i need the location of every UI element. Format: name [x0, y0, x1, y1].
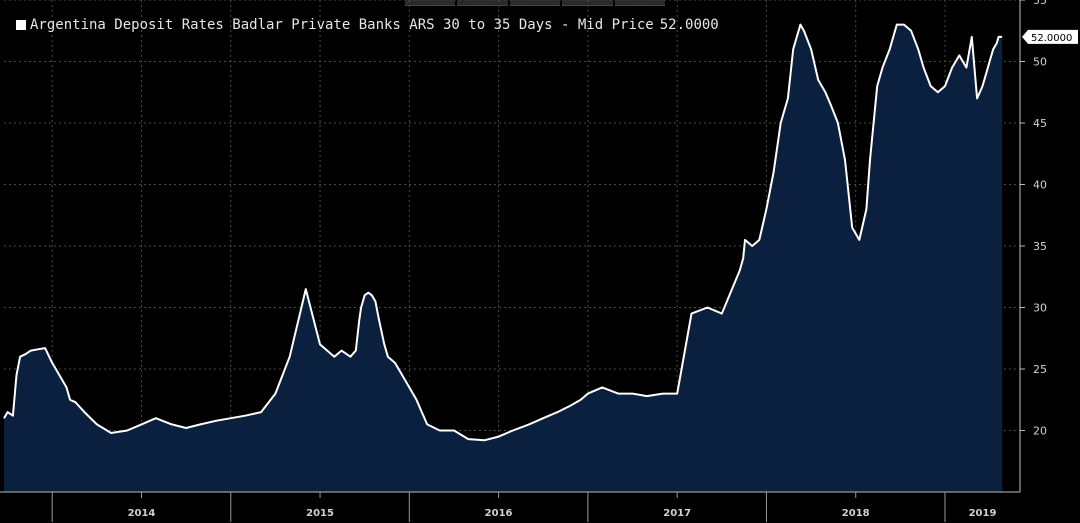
legend-swatch [16, 20, 26, 30]
y-tick-label: 25 [1033, 363, 1047, 376]
y-tick-label: 20 [1033, 425, 1047, 438]
y-tick-label: 55 [1033, 0, 1047, 7]
last-value-label: 52.0000 [1031, 33, 1072, 44]
y-tick-label: 40 [1033, 179, 1047, 192]
y-tick-label: 30 [1033, 302, 1047, 315]
x-tick-label: 2018 [842, 508, 870, 519]
x-tick-label: 2014 [128, 508, 156, 519]
toolbar-tab[interactable] [614, 0, 666, 6]
toolbar-tab[interactable] [457, 0, 508, 6]
axes: 20 25 30 35 40 45 50 55 2014 2015 2016 2017 2018 2019 [0, 0, 1047, 522]
series-line [3, 23, 1003, 442]
y-tick-label: 35 [1033, 240, 1047, 253]
last-value-marker [1022, 29, 1078, 44]
series-area [3, 23, 1003, 492]
x-tick-label: 2015 [306, 508, 334, 519]
toolbar-tab[interactable] [509, 0, 561, 6]
y-tick-label: 50 [1033, 56, 1047, 69]
y-tick-label: 45 [1033, 117, 1047, 130]
legend-title: Argentina Deposit Rates Badlar Private B… [30, 17, 654, 33]
legend-last-value: 52.0000 [659, 17, 719, 33]
x-tick-label: 2017 [663, 508, 691, 519]
x-tick-label: 2016 [485, 508, 513, 519]
x-tick-label: 2019 [969, 508, 997, 519]
series-area-fill [4, 24, 1003, 492]
last-value-tag: 52.0000 [1022, 29, 1078, 44]
legend[interactable]: Argentina Deposit Rates Badlar Private B… [16, 16, 719, 34]
toolbar-tab[interactable] [405, 0, 456, 6]
